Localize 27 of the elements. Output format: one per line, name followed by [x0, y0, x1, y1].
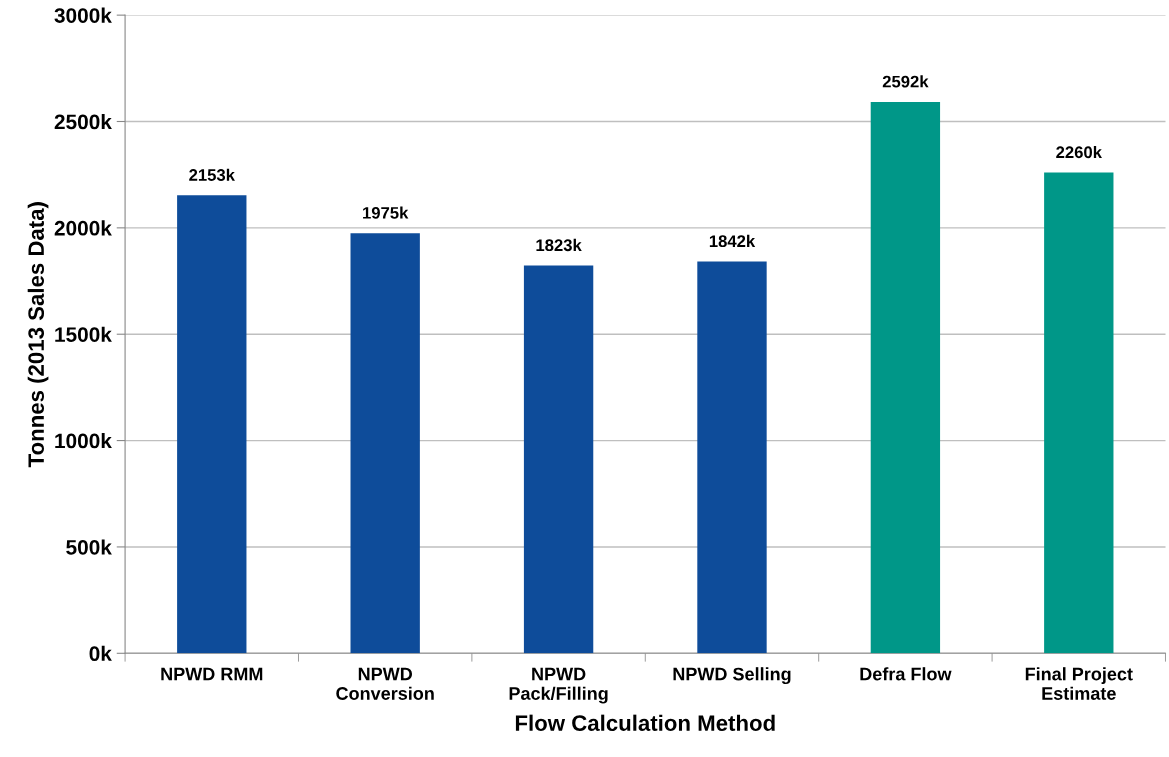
data-label: 2153k [189, 168, 235, 181]
y-tick-label: 500k [66, 539, 112, 555]
data-label: 1975k [363, 206, 409, 219]
bar [697, 261, 767, 654]
y-tick-label: 3000k [54, 7, 112, 23]
data-label: 2260k [1056, 145, 1102, 159]
data-label: 1823k [536, 238, 582, 252]
x-tick-label: NPWD Selling [673, 667, 791, 685]
x-tick-label: NPWD RMM [161, 667, 263, 681]
x-tick-label: NPWD Conversion [336, 667, 434, 700]
y-tick-label: 2500k [54, 113, 112, 130]
bar [177, 195, 247, 654]
bar [350, 233, 420, 654]
data-label: 2592k [882, 75, 929, 88]
x-tick-label: Final Project Estimate [1025, 667, 1133, 700]
y-tick-label: 0k [89, 645, 112, 662]
x-tick-label: Defra Flow [860, 667, 952, 681]
y-axis-title: Tonnes (2013 Sales Data) [27, 202, 49, 468]
x-tick-label: NPWD Pack/Filling [509, 667, 608, 704]
bar [1044, 172, 1114, 654]
bar [870, 101, 941, 654]
x-axis-title: Flow Calculation Method [515, 714, 775, 731]
bar [523, 265, 594, 654]
y-tick-label: 1000k [55, 433, 112, 449]
data-label: 1842k [709, 234, 756, 248]
y-tick-label: 2000k [54, 220, 112, 236]
y-tick-label: 1500k [55, 326, 112, 342]
